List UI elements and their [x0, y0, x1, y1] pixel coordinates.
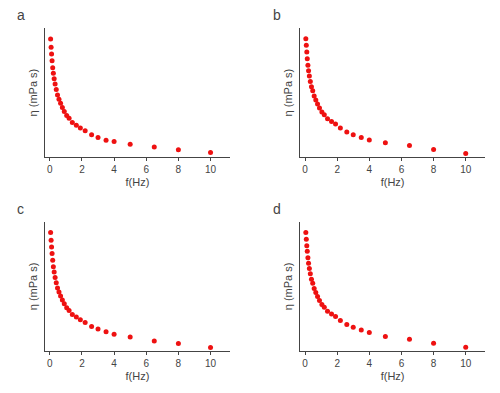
svg-text:0: 0 [47, 358, 53, 369]
svg-text:10: 10 [205, 358, 217, 369]
svg-text:2: 2 [79, 164, 85, 175]
svg-text:0: 0 [47, 164, 53, 175]
svg-text:d: d [273, 201, 281, 217]
svg-text:η (mPa s): η (mPa s) [27, 263, 39, 311]
svg-text:10: 10 [205, 164, 217, 175]
svg-text:6: 6 [399, 358, 405, 369]
svg-text:4: 4 [111, 358, 117, 369]
svg-text:c: c [17, 201, 24, 217]
svg-text:a: a [17, 7, 25, 23]
svg-text:2: 2 [334, 358, 340, 369]
svg-text:4: 4 [367, 358, 373, 369]
svg-text:η (mPa s): η (mPa s) [27, 69, 39, 117]
svg-text:8: 8 [176, 164, 182, 175]
svg-text:4: 4 [111, 164, 117, 175]
svg-text:10: 10 [460, 164, 472, 175]
svg-text:10: 10 [460, 358, 472, 369]
svg-text:8: 8 [431, 358, 437, 369]
svg-text:6: 6 [143, 164, 149, 175]
svg-text:η (mPa s): η (mPa s) [282, 69, 294, 117]
svg-text:6: 6 [143, 358, 149, 369]
svg-text:f(Hz): f(Hz) [381, 176, 405, 188]
svg-text:8: 8 [176, 358, 182, 369]
svg-text:0: 0 [302, 164, 308, 175]
svg-text:4: 4 [367, 164, 373, 175]
svg-text:η (mPa s): η (mPa s) [282, 263, 294, 311]
svg-text:6: 6 [399, 164, 405, 175]
svg-text:b: b [273, 7, 281, 23]
svg-text:f(Hz): f(Hz) [381, 370, 405, 382]
svg-text:2: 2 [79, 358, 85, 369]
svg-text:0: 0 [302, 358, 308, 369]
svg-text:2: 2 [334, 164, 340, 175]
svg-text:8: 8 [431, 164, 437, 175]
svg-text:f(Hz): f(Hz) [125, 176, 149, 188]
svg-text:f(Hz): f(Hz) [125, 370, 149, 382]
